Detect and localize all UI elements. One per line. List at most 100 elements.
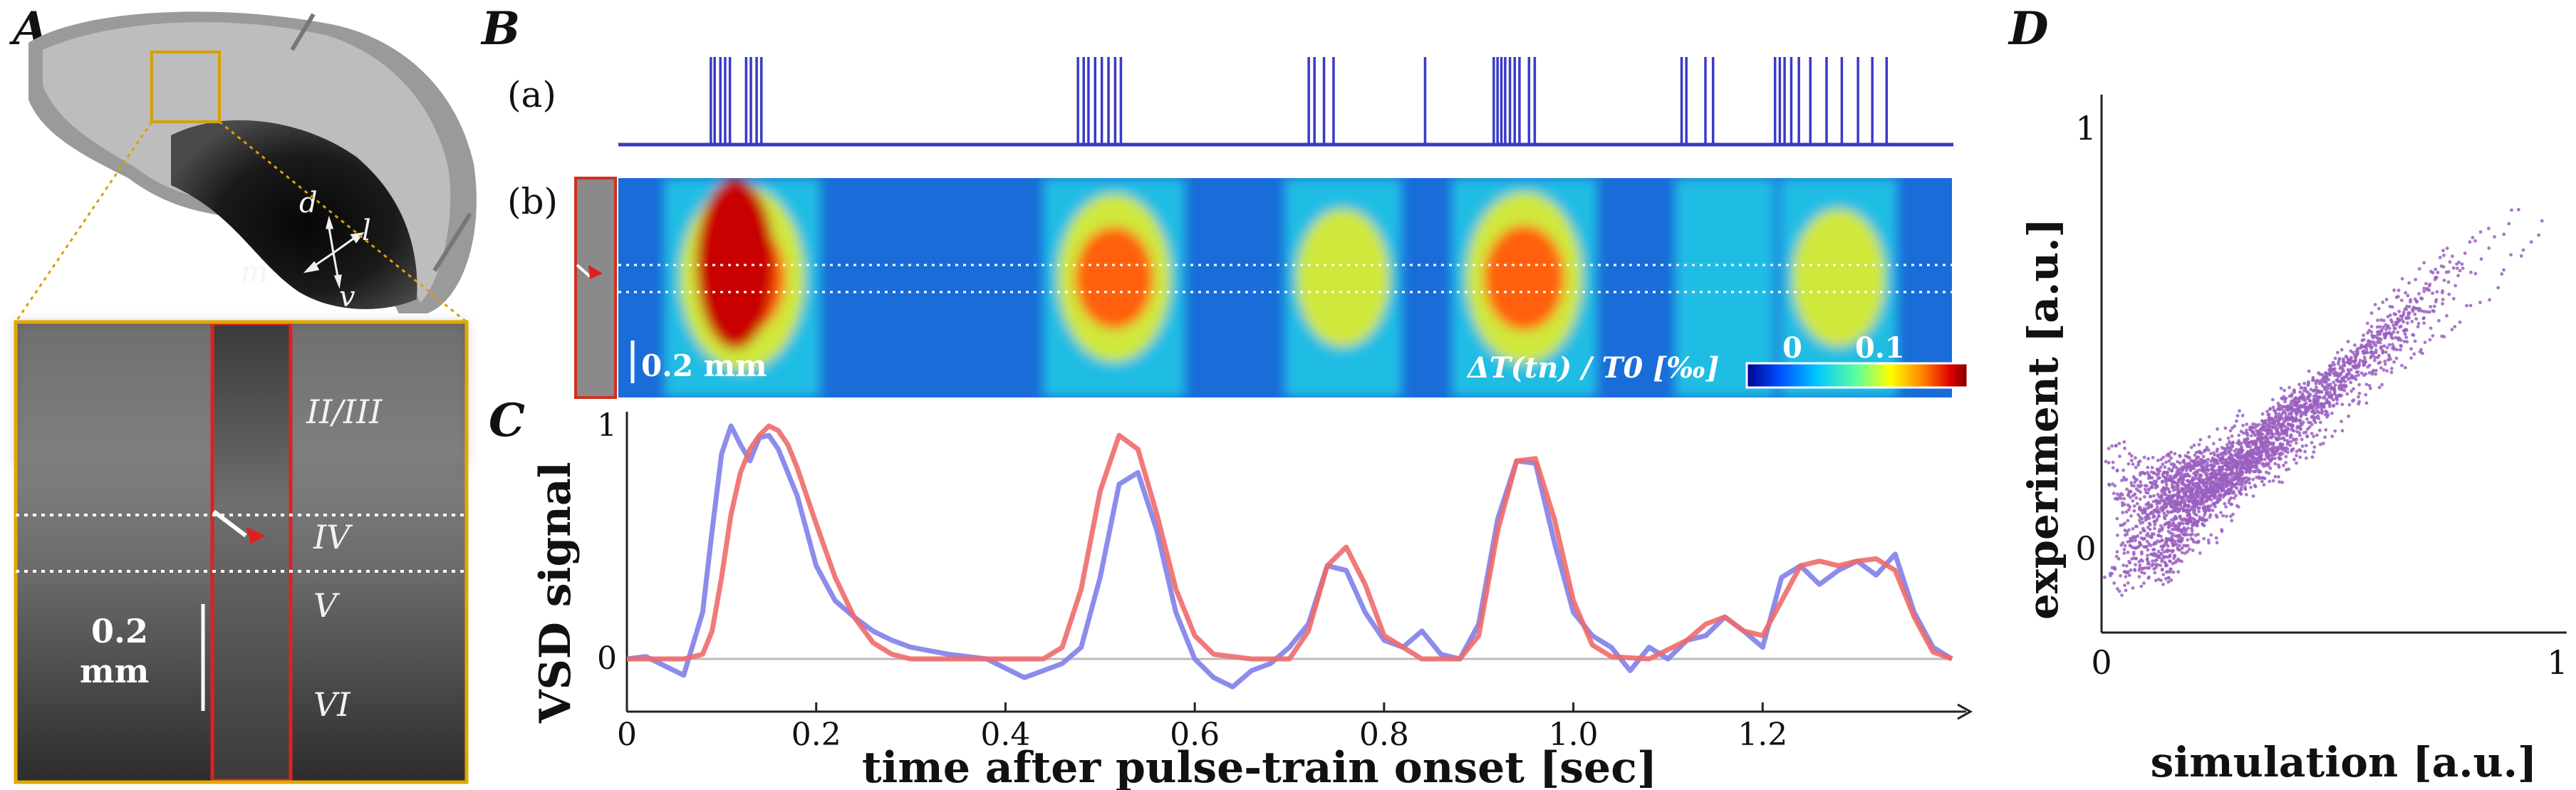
d-scatter-point	[2289, 434, 2293, 438]
d-scatter-point	[2319, 390, 2323, 394]
d-scatter-point	[2283, 449, 2287, 453]
d-scatter-point	[2165, 550, 2169, 553]
d-scatter-point	[2206, 504, 2211, 508]
d-scatter-point	[2349, 389, 2354, 393]
d-scatter-point	[2321, 442, 2325, 445]
layer-label: V	[313, 586, 341, 625]
d-scatter-point	[2345, 392, 2349, 396]
d-scatter-point	[2383, 362, 2387, 366]
d-scatter-point	[2176, 497, 2180, 501]
d-scatter-point	[2149, 494, 2153, 499]
d-scatter-point	[2317, 410, 2321, 415]
d-scatter-point	[2191, 549, 2195, 552]
d-scatter-point	[2126, 519, 2130, 523]
d-scatter-point	[2310, 422, 2314, 427]
d-scatter-point	[2147, 505, 2151, 509]
d-scatter-point	[2240, 445, 2244, 449]
d-scatter-point	[2196, 459, 2200, 464]
d-scatter-point	[2169, 474, 2173, 478]
d-scatter-point	[2160, 548, 2164, 551]
d-scatter-point	[2382, 325, 2386, 329]
d-scatter-point	[2176, 478, 2181, 482]
d-scatter-point	[2347, 414, 2351, 418]
d-scatter-point	[2169, 462, 2174, 466]
d-scatter-point	[2143, 484, 2147, 488]
d-scatter-point	[2273, 411, 2278, 415]
d-scatter-point	[2409, 347, 2414, 351]
d-scatter-point	[2493, 235, 2497, 239]
d-scatter-point	[2208, 515, 2212, 519]
d-scatter-point	[2364, 393, 2368, 397]
d-scatter-point	[2193, 534, 2198, 537]
d-scatter-point	[2407, 305, 2411, 308]
orientation-v: v	[339, 281, 355, 313]
d-scatter-point	[2336, 350, 2339, 355]
d-scatter-point	[2133, 480, 2137, 484]
d-scatter-point	[2213, 457, 2217, 462]
d-scatter-point	[2488, 298, 2492, 302]
orientation-d: d	[299, 187, 318, 219]
d-scatter-point	[2159, 465, 2163, 469]
d-scatter-point	[2186, 487, 2191, 491]
d-scatter-point	[2266, 440, 2270, 445]
d-scatter-point	[2271, 443, 2275, 447]
panel-c-letter: C	[489, 394, 525, 447]
pulse-train	[618, 57, 1953, 147]
d-scatter-point	[2141, 520, 2145, 524]
d-scatter-point	[2211, 509, 2215, 512]
d-scatter-point	[2255, 424, 2259, 428]
d-scatter-point	[2136, 545, 2140, 549]
d-scatter-point	[2150, 485, 2154, 489]
d-scatter-point	[2507, 222, 2511, 226]
d-scatter-point	[2160, 539, 2164, 542]
d-scatter-point	[2118, 494, 2121, 498]
d-scatter-point	[2211, 442, 2216, 446]
d-scatter-point	[2147, 521, 2151, 526]
d-scatter-point	[2240, 413, 2245, 417]
d-scatter-point	[2203, 495, 2208, 499]
c-xtick-label: 0.6	[1170, 717, 1220, 753]
d-scatter-point	[2111, 460, 2115, 464]
d-scatter-point	[2292, 429, 2296, 433]
d-scatter-point	[2156, 563, 2160, 567]
d-scatter-point	[2146, 513, 2151, 517]
d-scatter-point	[2332, 363, 2337, 367]
d-scatter-point	[2162, 470, 2166, 474]
d-scatter-point	[2268, 479, 2272, 484]
d-scatter-point	[2197, 501, 2201, 506]
d-scatter-point	[2279, 386, 2283, 390]
d-scatter-point	[2245, 479, 2248, 484]
d-scatter-point	[2176, 459, 2180, 464]
d-scatter-point	[2434, 276, 2438, 280]
d-scatter-point	[2133, 536, 2137, 540]
d-scatter-point	[2262, 437, 2266, 440]
d-scatter-point	[2228, 429, 2233, 432]
d-scatter-point	[2280, 480, 2285, 484]
d-scatter-point	[2121, 468, 2126, 472]
d-scatter-point	[2251, 477, 2255, 482]
d-scatter-point	[2122, 440, 2126, 444]
d-scatter-point	[2176, 548, 2180, 551]
d-scatter-point	[2147, 474, 2151, 478]
d-scatter-point	[2262, 464, 2266, 468]
d-scatter-point	[2146, 526, 2150, 529]
d-scatter-point	[2402, 339, 2406, 343]
d-scatter-point	[2313, 411, 2317, 415]
d-scatter-point	[2220, 529, 2224, 534]
d-scatter-point	[2206, 479, 2211, 483]
d-scatter-point	[2268, 407, 2272, 411]
d-scatter-point	[2218, 476, 2223, 480]
d-scatter-point	[2193, 519, 2197, 522]
d-scatter-point	[2173, 506, 2177, 510]
d-scatter-point	[2280, 429, 2284, 433]
d-scatter-point	[2123, 529, 2127, 532]
d-scatter-point	[2282, 395, 2285, 399]
d-scatter-point	[2140, 516, 2144, 521]
d-scatter-point	[2217, 483, 2221, 487]
d-scatter-point	[2260, 422, 2265, 427]
d-scatter-point	[2228, 446, 2232, 449]
d-scatter-point	[2166, 580, 2171, 584]
d-scatter-point	[2120, 593, 2124, 597]
d-scatter-point	[2249, 462, 2253, 466]
d-scatter-point	[2140, 552, 2144, 556]
